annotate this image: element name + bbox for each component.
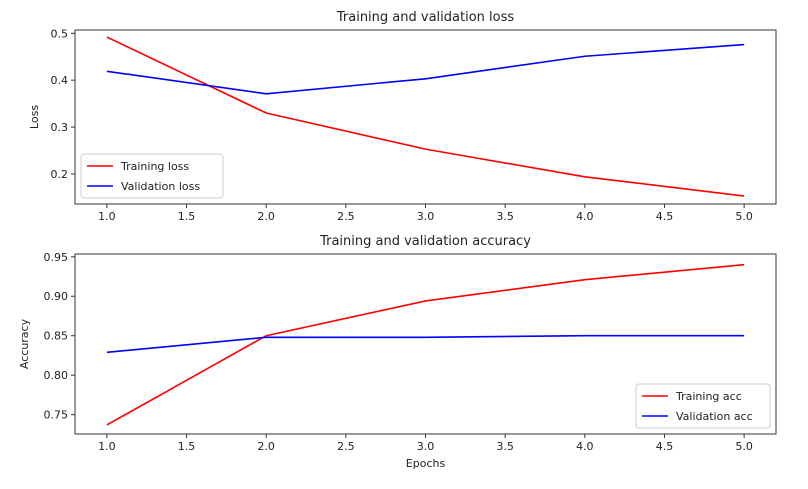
x-tick-label: 4.5 [656, 210, 674, 223]
x-tick-label: 3.0 [417, 210, 435, 223]
y-tick-label: 0.90 [44, 290, 69, 303]
subplot-1: Training and validation loss 1.0 1.5 2.0 2.5… [28, 10, 777, 223]
legend: Training acc Validation acc [635, 383, 771, 429]
y-tick-label: 0.95 [44, 251, 69, 264]
x-tick-label: 1.5 [178, 210, 196, 223]
legend: Training loss Validation loss [80, 153, 224, 199]
legend-label: Validation acc [676, 410, 753, 423]
legend-label: Validation loss [121, 180, 200, 193]
y-tick-label: 0.5 [51, 27, 69, 40]
series-line-training-loss [106, 36, 745, 197]
y-tick-label: 0.75 [44, 409, 69, 422]
x-axis-label: Epochs [406, 457, 446, 470]
x-tick-label: 3.5 [496, 440, 514, 453]
y-tick-label: 0.85 [44, 330, 69, 343]
subplot-2: Training and validation accuracy 1.0 1.5 2.… [18, 234, 777, 470]
x-tick-label: 5.0 [735, 210, 753, 223]
x-tick-label: 4.0 [576, 440, 594, 453]
x-tick-label: 3.5 [496, 210, 514, 223]
series-line-training-acc [106, 263, 745, 426]
x-tick-label: 1.0 [98, 440, 116, 453]
y-tick-label: 0.3 [51, 121, 69, 134]
x-tick-label: 4.0 [576, 210, 594, 223]
y-axis-label: Accuracy [18, 318, 31, 369]
y-tick-label: 0.2 [51, 168, 69, 181]
x-tick-label: 1.5 [178, 440, 196, 453]
series-line-validation-loss [106, 43, 745, 95]
legend-box [635, 383, 771, 429]
legend-label: Training loss [120, 160, 189, 173]
legend-label: Training acc [675, 390, 742, 403]
x-tick-label: 2.0 [257, 440, 275, 453]
y-axis-label: Loss [28, 105, 41, 129]
x-tick-label: 2.0 [257, 210, 275, 223]
legend-box [80, 153, 224, 199]
x-tick-label: 4.5 [656, 440, 674, 453]
chart-title: Training and validation loss [336, 10, 514, 25]
y-tick-label: 0.80 [44, 369, 69, 382]
x-tick-label: 1.0 [98, 210, 116, 223]
x-tick-label: 5.0 [735, 440, 753, 453]
series-line-validation-acc [106, 334, 745, 354]
x-tick-label: 3.0 [417, 440, 435, 453]
y-tick-label: 0.4 [51, 74, 69, 87]
chart-title: Training and validation accuracy [319, 234, 531, 249]
x-tick-label: 2.5 [337, 440, 355, 453]
x-tick-label: 2.5 [337, 210, 355, 223]
